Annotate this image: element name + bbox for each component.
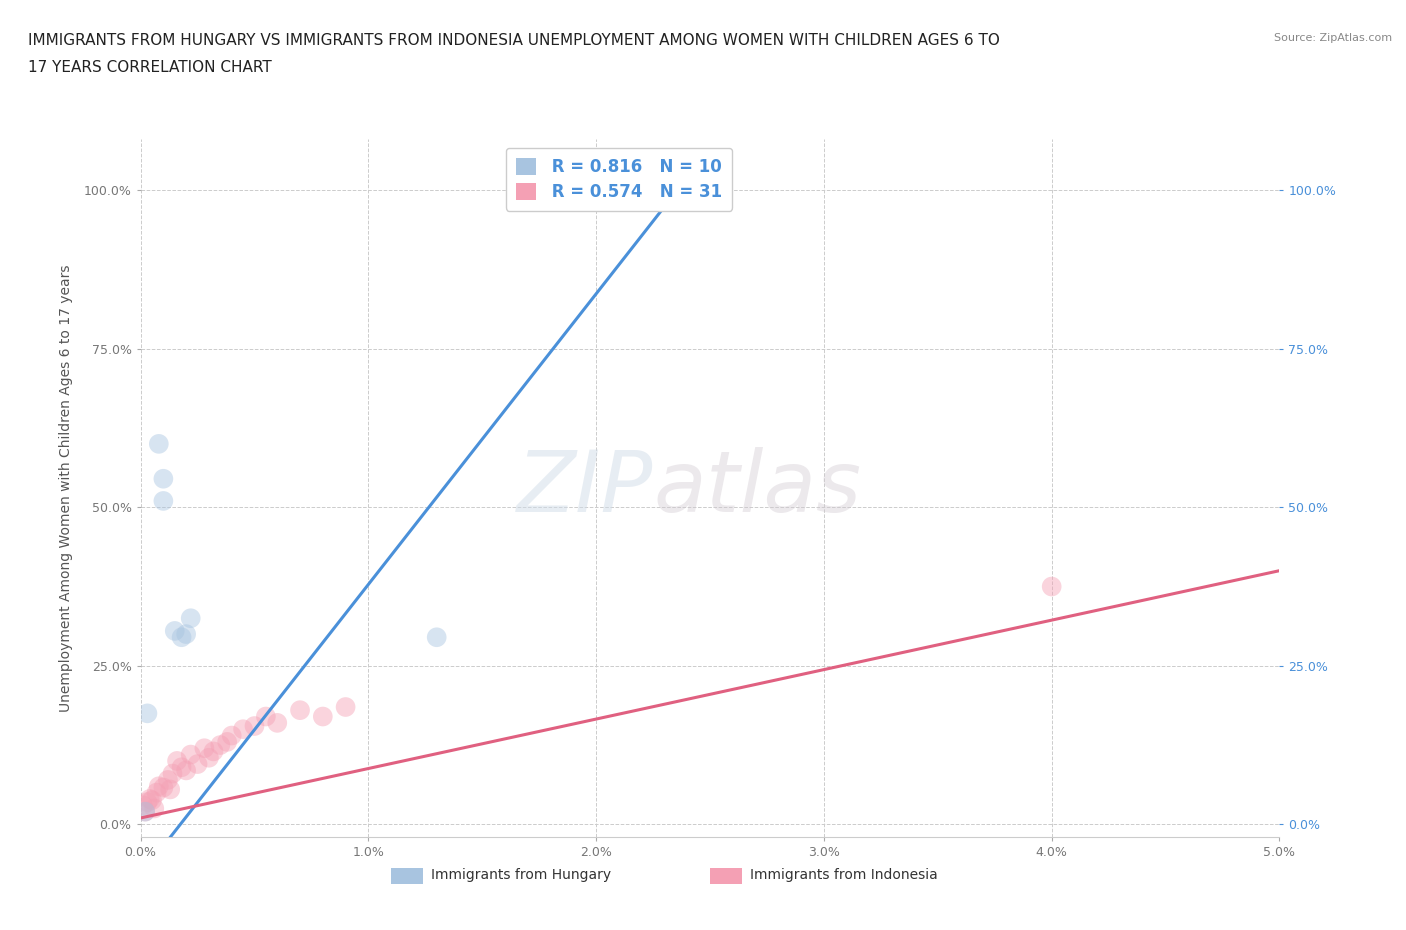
- Point: [288, 703, 311, 718]
- Point: [193, 741, 215, 756]
- Point: [134, 804, 156, 819]
- Point: [243, 719, 266, 734]
- Point: [136, 794, 159, 809]
- Point: [174, 763, 197, 777]
- Point: [335, 699, 357, 714]
- Point: [145, 785, 167, 800]
- Point: [202, 744, 225, 759]
- Point: [217, 735, 239, 750]
- Point: [152, 472, 174, 486]
- Point: [152, 494, 174, 509]
- Y-axis label: Unemployment Among Women with Children Ages 6 to 17 years: Unemployment Among Women with Children A…: [59, 264, 73, 712]
- Point: [143, 801, 166, 816]
- Point: [166, 753, 188, 768]
- Legend:  R = 0.816   N = 10,  R = 0.574   N = 31: R = 0.816 N = 10, R = 0.574 N = 31: [506, 148, 733, 211]
- Text: 17 YEARS CORRELATION CHART: 17 YEARS CORRELATION CHART: [28, 60, 271, 75]
- Text: atlas: atlas: [654, 446, 860, 530]
- Point: [156, 773, 179, 788]
- Text: ZIP: ZIP: [517, 446, 654, 530]
- Point: [221, 728, 243, 743]
- Text: Immigrants from Indonesia: Immigrants from Indonesia: [749, 869, 938, 883]
- FancyBboxPatch shape: [710, 869, 742, 883]
- Point: [426, 630, 449, 644]
- Point: [170, 630, 193, 644]
- Point: [138, 791, 160, 806]
- Text: Source: ZipAtlas.com: Source: ZipAtlas.com: [1274, 33, 1392, 43]
- Point: [170, 760, 193, 775]
- Point: [148, 436, 170, 451]
- Point: [232, 722, 254, 737]
- Point: [209, 737, 232, 752]
- Point: [186, 757, 209, 772]
- Point: [141, 792, 163, 807]
- Text: Immigrants from Hungary: Immigrants from Hungary: [432, 869, 612, 883]
- Point: [136, 706, 159, 721]
- Point: [162, 766, 184, 781]
- Point: [198, 751, 221, 765]
- Point: [254, 709, 277, 724]
- Point: [1040, 579, 1063, 594]
- Text: IMMIGRANTS FROM HUNGARY VS IMMIGRANTS FROM INDONESIA UNEMPLOYMENT AMONG WOMEN WI: IMMIGRANTS FROM HUNGARY VS IMMIGRANTS FR…: [28, 33, 1000, 47]
- Point: [134, 804, 156, 819]
- Point: [148, 778, 170, 793]
- Point: [152, 780, 174, 795]
- Point: [180, 611, 202, 626]
- Point: [180, 747, 202, 762]
- FancyBboxPatch shape: [391, 869, 423, 883]
- Point: [174, 627, 197, 642]
- Point: [132, 798, 155, 813]
- Point: [163, 623, 186, 638]
- Point: [159, 782, 181, 797]
- Point: [312, 709, 335, 724]
- Point: [266, 715, 288, 730]
